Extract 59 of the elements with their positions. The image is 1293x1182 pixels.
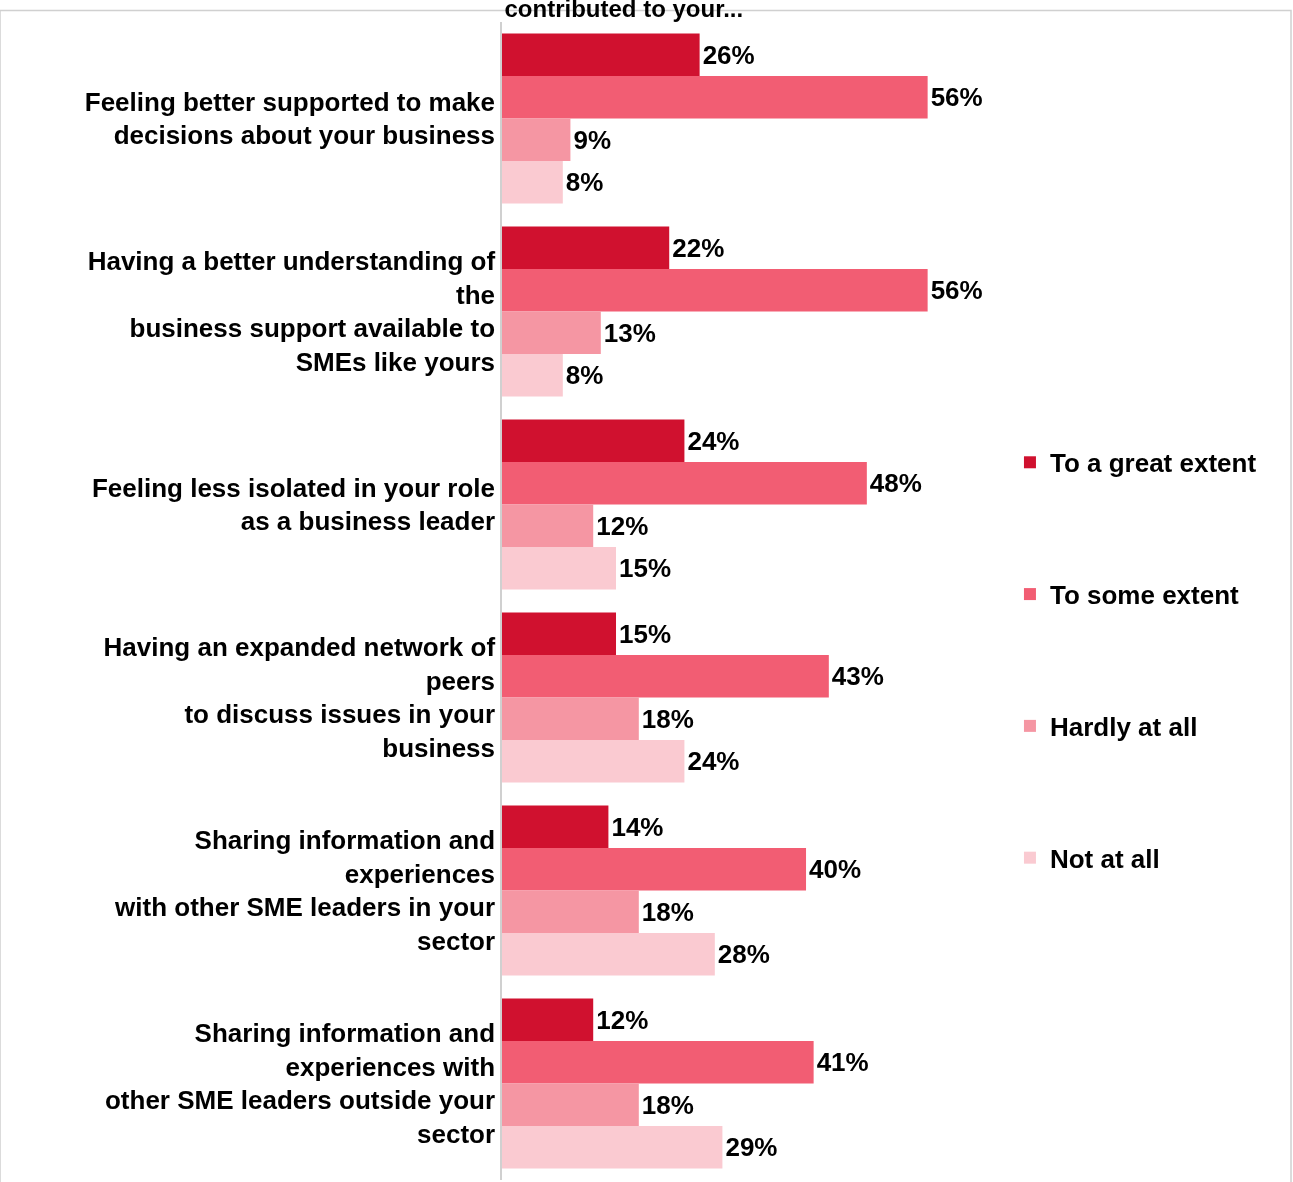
y-tick-label: Feeling less isolated in your role as a business leader (91, 472, 496, 537)
data-label: 18% (641, 703, 694, 734)
bar (502, 462, 867, 505)
bar (502, 1041, 814, 1084)
data-label: 40% (809, 854, 862, 885)
data-label: 41% (816, 1047, 869, 1078)
bar (502, 33, 700, 77)
bar (502, 805, 609, 849)
data-label: 8% (565, 167, 604, 198)
y-tick-label: Having a better understanding of the business support available to SMEs like yours (87, 245, 496, 378)
data-label: 24% (687, 425, 740, 456)
bar (502, 546, 617, 590)
data-label: 15% (619, 553, 672, 584)
bar (502, 76, 928, 119)
bar (502, 504, 594, 547)
y-tick-label: Having an expanded network of peers to discuss issues in your business (103, 631, 496, 764)
data-label: 18% (641, 1089, 694, 1120)
bar (502, 160, 563, 204)
data-label: 56% (930, 82, 983, 113)
legend-label: To a great extent (1049, 448, 1257, 479)
bar (502, 353, 563, 397)
bar (502, 1125, 723, 1169)
legend-label: Hardly at all (1049, 712, 1198, 743)
legend-label: To some extent (1049, 580, 1240, 611)
bar (502, 998, 594, 1042)
bar (502, 890, 639, 933)
bar (502, 311, 601, 354)
bar (502, 932, 715, 976)
bar (502, 1083, 639, 1126)
bar (502, 226, 670, 270)
bar (502, 612, 617, 656)
bar (502, 118, 571, 161)
data-label: 15% (619, 618, 672, 649)
bar (502, 655, 829, 698)
y-tick-label: Feeling better supported to make decisions about your business (84, 86, 496, 151)
data-label: 26% (702, 39, 755, 70)
data-label: 29% (725, 1132, 778, 1163)
data-label: 48% (869, 468, 922, 499)
bar (502, 739, 685, 783)
data-label: 8% (565, 360, 604, 391)
data-label: 12% (596, 1004, 649, 1035)
data-label: 12% (596, 510, 649, 541)
bar (502, 848, 807, 891)
data-label: 24% (687, 746, 740, 777)
bar (502, 419, 685, 463)
data-label: 22% (672, 232, 725, 263)
y-tick-label: Sharing information and experiences with other SME leaders outside your sector (104, 1017, 496, 1150)
data-label: 9% (573, 124, 611, 155)
data-label: 13% (603, 317, 656, 348)
data-label: 14% (611, 811, 664, 842)
chart-title: contributed to your... (504, 0, 744, 22)
y-tick-label: Sharing information and experiences with other SME leaders in your sector (114, 824, 496, 957)
bar (502, 697, 639, 740)
data-label: 43% (831, 661, 884, 692)
data-label: 56% (930, 275, 983, 306)
data-label: 28% (717, 939, 770, 970)
data-label: 18% (641, 896, 694, 927)
legend-label: Not at all (1049, 843, 1160, 874)
bar (502, 269, 928, 312)
